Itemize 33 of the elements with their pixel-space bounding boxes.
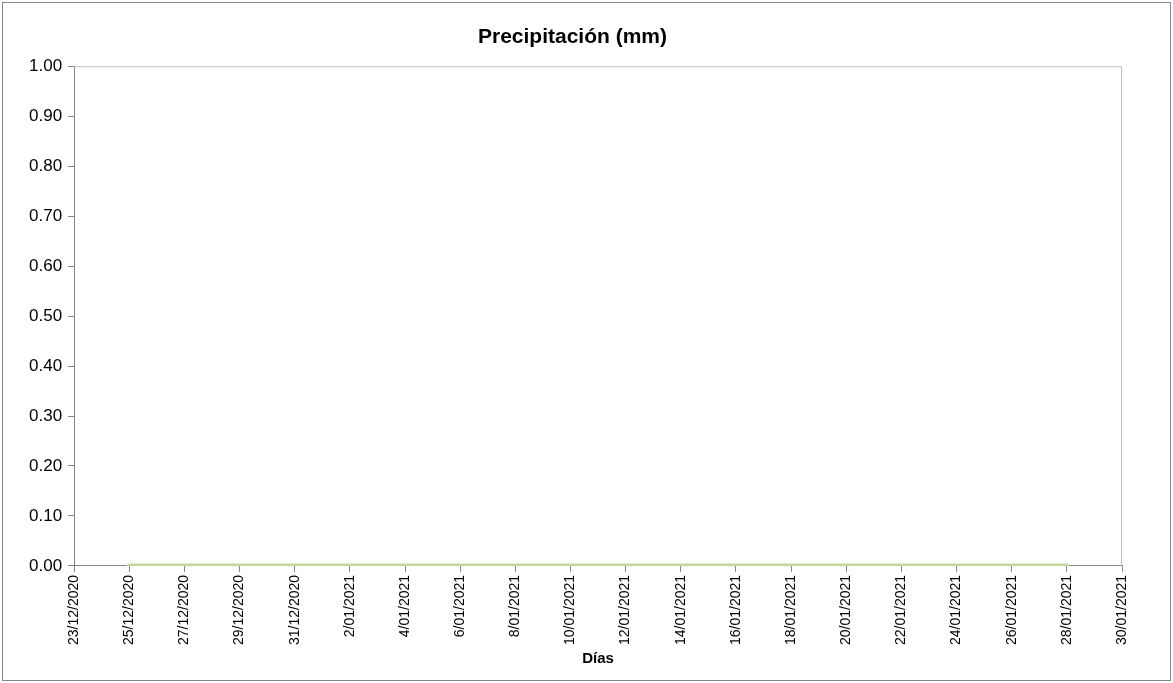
x-tick-label: 2/01/2021 — [340, 574, 357, 638]
x-tick-label: 4/01/2021 — [395, 574, 412, 638]
x-tick-label: 20/01/2021 — [837, 574, 854, 646]
y-tick-label: 0.40 — [28, 355, 63, 375]
y-tick-label: 0.80 — [28, 155, 63, 175]
y-tick-label: 1.00 — [28, 55, 63, 75]
y-tick-label: 0.00 — [28, 555, 63, 575]
x-tick-label: 31/12/2020 — [285, 574, 302, 646]
y-tick-label: 0.30 — [28, 405, 63, 425]
x-tick-label: 18/01/2021 — [781, 574, 798, 646]
x-tick-label: 23/12/2020 — [64, 574, 81, 646]
x-tick-label: 28/01/2021 — [1057, 574, 1074, 646]
x-tick-label: 22/01/2021 — [892, 574, 909, 646]
x-tick-label: 30/01/2021 — [1112, 574, 1129, 646]
x-tick-label: 26/01/2021 — [1002, 574, 1019, 646]
x-tick-label: 16/01/2021 — [726, 574, 743, 646]
x-tick-label: 10/01/2021 — [561, 574, 578, 646]
chart-title: Precipitación (mm) — [477, 24, 668, 48]
y-tick-label: 0.90 — [28, 105, 63, 125]
x-tick-label: 29/12/2020 — [230, 574, 247, 646]
x-tick-label: 27/12/2020 — [175, 574, 192, 646]
x-tick-label: 25/12/2020 — [120, 574, 137, 646]
y-tick-label: 0.60 — [28, 255, 63, 275]
x-tick-label: 12/01/2021 — [616, 574, 633, 646]
x-tick-label: 6/01/2021 — [451, 574, 468, 638]
x-tick-label: 24/01/2021 — [947, 574, 964, 646]
y-tick-label: 0.70 — [28, 205, 63, 225]
y-tick-label: 0.10 — [28, 505, 63, 525]
y-tick-label: 0.50 — [28, 305, 63, 325]
x-tick-label: 8/01/2021 — [506, 574, 523, 638]
x-tick-label: 14/01/2021 — [671, 574, 688, 646]
y-tick-label: 0.20 — [28, 455, 63, 475]
x-axis-title: Días — [582, 649, 614, 667]
